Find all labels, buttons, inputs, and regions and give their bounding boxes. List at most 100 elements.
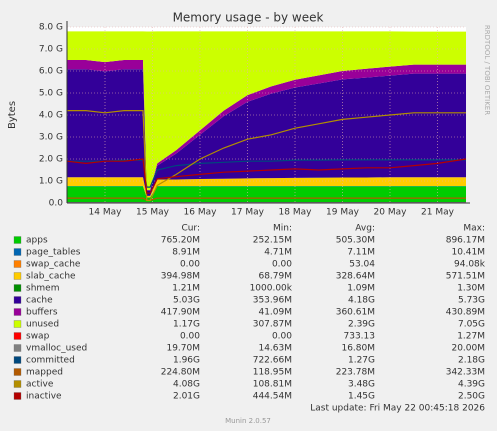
legend-stat: 4.71M	[264, 248, 292, 258]
area	[67, 59, 466, 191]
legend-swatch	[13, 368, 22, 376]
x-tick-label: 16 May	[184, 208, 218, 218]
legend-stat: 765.20M	[161, 236, 200, 246]
legend-swatch	[13, 260, 22, 268]
legend-stat: 896.17M	[446, 236, 485, 246]
legend-stat: 19.70M	[166, 344, 200, 354]
legend-swatch	[13, 248, 22, 256]
legend-stat: 2.50G	[458, 392, 485, 402]
legend-label: shmem	[26, 284, 59, 294]
legend-label: slab_cache	[26, 272, 76, 282]
legend-label: inactive	[26, 392, 62, 402]
legend-stat: 1.45G	[348, 392, 375, 402]
y-tick-label: 1.0 G	[39, 177, 63, 187]
y-tick-label: 0.0	[49, 199, 64, 209]
area	[67, 69, 466, 196]
legend-swatch	[13, 320, 22, 328]
legend-stat: 94.08k	[454, 260, 486, 270]
legend-label: mapped	[26, 368, 63, 378]
legend-stat: 3.48G	[348, 380, 375, 390]
legend-stat: 2.39G	[348, 320, 375, 330]
legend-label: buffers	[26, 308, 58, 318]
legend-swatch	[13, 272, 22, 280]
x-tick-label: 15 May	[136, 208, 170, 218]
x-tick-label: 17 May	[231, 208, 265, 218]
legend-stat: 307.87M	[253, 320, 292, 330]
legend-label: page_tables	[26, 248, 81, 258]
legend-stat: 41.09M	[258, 308, 292, 318]
area	[67, 186, 466, 203]
stat-header: Max:	[463, 224, 485, 234]
y-tick-label: 7.0 G	[39, 45, 63, 55]
legend-swatch	[13, 380, 22, 388]
legend-stat: 4.08G	[173, 380, 200, 390]
legend-label: vmalloc_used	[26, 344, 87, 354]
legend-stat: 328.64M	[336, 272, 375, 282]
legend-stat: 1.27M	[457, 332, 485, 342]
stat-header: Min:	[273, 224, 292, 234]
y-tick-label: 3.0 G	[39, 133, 63, 143]
y-axis-label: Bytes	[7, 101, 18, 129]
legend-stat: 7.11M	[347, 248, 375, 258]
legend-stat: 14.63M	[258, 344, 292, 354]
legend-label: active	[26, 380, 54, 390]
legend-stat: 430.89M	[446, 308, 485, 318]
legend-stat: 722.66M	[253, 356, 292, 366]
x-tick-label: 18 May	[279, 208, 313, 218]
legend-stat: 1.21M	[172, 284, 200, 294]
legend-stat: 1.17G	[173, 320, 200, 330]
legend-stat: 394.98M	[161, 272, 200, 282]
line	[66, 158, 467, 194]
line	[67, 197, 466, 201]
legend-stat: 342.33M	[446, 368, 485, 378]
legend-stat: 571.51M	[446, 272, 485, 282]
legend-stat: 0.00	[180, 260, 200, 270]
legend-stat: 8.91M	[172, 248, 200, 258]
legend-stat: 223.78M	[336, 368, 375, 378]
legend-stat: 1000.00k	[250, 284, 293, 294]
legend-label: swap_cache	[26, 260, 81, 270]
legend-swatch	[13, 236, 22, 244]
legend-stat: 16.80M	[341, 344, 375, 354]
x-tick-label: 19 May	[326, 208, 360, 218]
legend-stat: 733.13	[344, 332, 376, 342]
legend-stat: 252.15M	[253, 236, 292, 246]
legend-label: unused	[26, 320, 59, 330]
legend-stat: 68.79M	[258, 272, 292, 282]
legend-stat: 5.03G	[173, 296, 200, 306]
legend-label: swap	[26, 332, 50, 342]
legend-swatch	[13, 284, 22, 292]
area	[67, 177, 466, 198]
y-tick-label: 8.0 G	[39, 23, 63, 33]
legend-stat: 505.30M	[336, 236, 375, 246]
stat-header: Avg:	[355, 224, 375, 234]
legend-stat: 10.41M	[451, 248, 485, 258]
legend-stat: 224.80M	[161, 368, 200, 378]
legend-stat: 1.96G	[173, 356, 200, 366]
legend-stat: 1.30M	[457, 284, 485, 294]
legend-stat: 0.00	[272, 332, 292, 342]
line	[67, 109, 466, 202]
legend-label: apps	[26, 236, 48, 246]
y-tick-label: 6.0 G	[39, 67, 63, 77]
x-tick-label: 20 May	[374, 208, 408, 218]
legend-stat: 20.00M	[451, 344, 485, 354]
legend-stat: 2.18G	[458, 356, 485, 366]
legend-stat: 417.90M	[161, 308, 200, 318]
legend-stat: 4.39G	[458, 380, 485, 390]
y-tick-label: 4.0 G	[39, 111, 63, 121]
x-tick-label: 21 May	[421, 208, 455, 218]
last-update: Last update: Fri May 22 00:45:18 2026	[310, 404, 485, 414]
chart-title: Memory usage - by week	[173, 11, 324, 25]
legend-swatch	[13, 392, 22, 400]
legend-stat: 353.96M	[253, 296, 292, 306]
legend-stat: 2.01G	[173, 392, 200, 402]
legend-stat: 444.54M	[253, 392, 292, 402]
side-text: RRDTOOL / TOBI OETIKER	[483, 25, 491, 115]
legend-label: cache	[26, 296, 53, 306]
legend-swatch	[13, 308, 22, 316]
legend-stat: 0.00	[180, 332, 200, 342]
legend-stat: 0.00	[272, 260, 292, 270]
x-tick-label: 14 May	[89, 208, 123, 218]
